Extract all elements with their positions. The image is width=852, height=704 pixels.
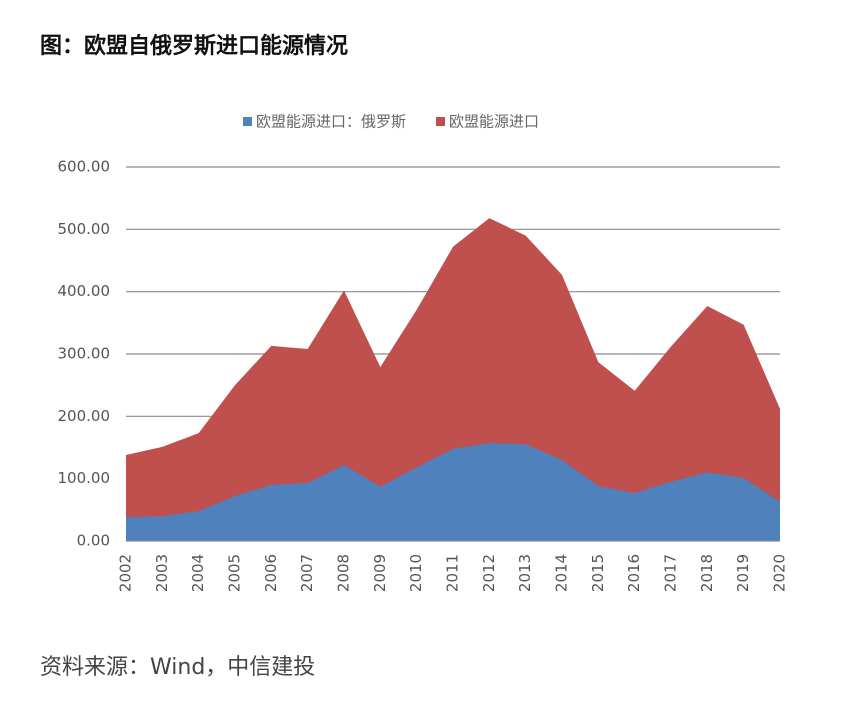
x-tick-label: 2007 [298,554,316,592]
y-tick-label: 500.00 [58,220,111,238]
x-tick-label: 2017 [662,554,680,592]
legend-swatch [436,117,446,126]
x-tick-label: 2006 [262,554,280,592]
legend-swatch [243,117,252,126]
x-tick-label: 2008 [335,554,353,592]
x-tick-label: 2013 [516,554,534,592]
y-tick-label: 100.00 [58,469,111,487]
page-title: 图：欧盟自俄罗斯进口能源情况 [40,33,348,59]
y-tick-label: 200.00 [58,407,111,425]
x-tick-label: 2010 [407,554,425,592]
x-tick-label: 2004 [189,554,207,592]
x-tick-label: 2015 [589,554,607,592]
x-tick-label: 2016 [625,554,643,592]
legend-label: 欧盟能源进口 [449,113,539,131]
x-tick-label: 2014 [553,554,571,592]
area [126,218,780,541]
legend-label: 欧盟能源进口：俄罗斯 [256,113,406,131]
source-note: 资料来源：Wind，中信建投 [40,655,315,680]
x-tick-label: 2003 [153,554,171,592]
x-tick-label: 2018 [698,554,716,592]
x-tick-label: 2019 [734,554,752,592]
x-tick-label: 2009 [371,554,389,592]
y-tick-label: 600.00 [58,158,111,176]
y-tick-label: 0.00 [77,532,110,550]
x-tick-label: 2011 [444,554,462,592]
x-tick-label: 2002 [117,554,135,592]
x-tick-label: 2012 [480,554,498,592]
x-tick-label: 2005 [226,554,244,592]
y-tick-label: 300.00 [58,345,111,363]
x-tick-label: 2020 [771,554,789,592]
area [126,443,780,541]
y-tick-label: 400.00 [58,282,111,300]
